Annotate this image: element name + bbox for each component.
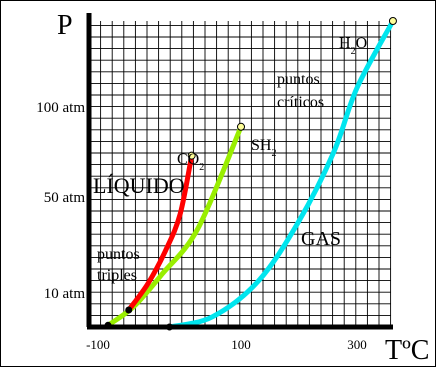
x-axis-symbol: TºC	[385, 335, 429, 366]
y-tick-label: 100 atm	[36, 100, 85, 116]
tick-labels: -100 100 300 10 atm 50 atm 100 atm	[36, 100, 367, 352]
critical-points-label-line1: puntos	[277, 71, 320, 88]
triple-points-label-line1: puntos	[97, 246, 140, 263]
series-label-sh2: SH2	[251, 137, 276, 159]
triple-points-label-line2: triples	[97, 267, 137, 284]
phase-curves	[104, 17, 397, 331]
critical-point-co2	[187, 151, 196, 160]
curve-h2o	[167, 18, 396, 330]
x-tick-label: 300	[347, 337, 367, 352]
chart-axes: P TºC	[57, 10, 429, 366]
critical-point-sh2	[237, 122, 245, 131]
gas-region-label: GAS	[301, 228, 341, 250]
series-label-h2o: H2O	[339, 35, 367, 57]
series-label-co2: CO2	[177, 151, 204, 173]
critical-point-h2o	[388, 17, 397, 25]
liquid-region-label: LÍQUIDO	[93, 173, 185, 198]
triple-point-co2	[125, 306, 133, 314]
x-tick-label: -100	[86, 337, 110, 352]
x-tick-label: 100	[231, 337, 251, 352]
annotations: CO2 SH2 H2O LÍQUIDO GAS puntos críticos puntos t…	[93, 35, 367, 284]
critical-points-label-line2: críticos	[277, 94, 324, 111]
chart-grid	[88, 21, 392, 328]
y-tick-label: 50 atm	[44, 190, 86, 206]
y-axis-symbol: P	[57, 10, 73, 41]
curve-co2	[126, 153, 195, 313]
y-tick-label: 10 atm	[44, 286, 86, 302]
